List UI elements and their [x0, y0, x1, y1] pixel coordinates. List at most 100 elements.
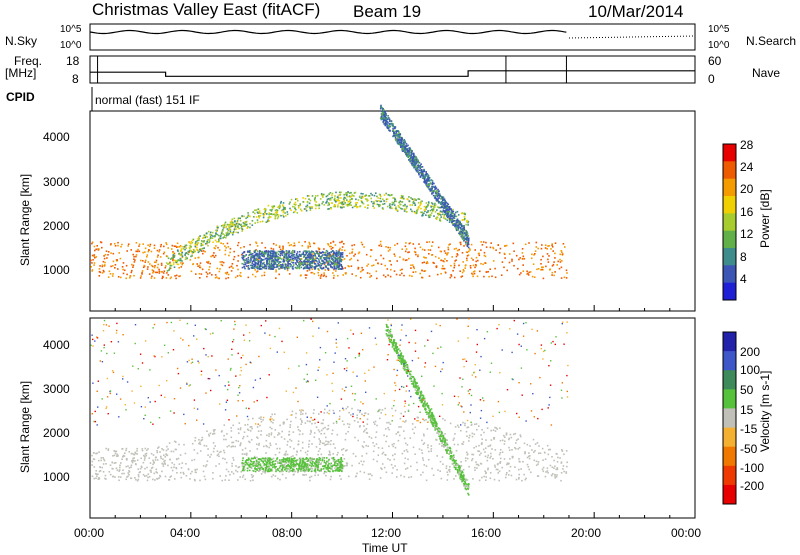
power-point: [222, 229, 224, 231]
power-point: [275, 209, 277, 212]
velocity-point: [499, 449, 502, 451]
power-point: [215, 233, 217, 235]
power-point: [278, 207, 281, 210]
power-point: [389, 203, 391, 205]
power-point: [443, 215, 445, 217]
power-point: [261, 274, 263, 277]
velocity-point: [270, 433, 273, 436]
power-point: [234, 225, 237, 228]
power-point: [458, 232, 460, 235]
power-point: [123, 269, 126, 272]
velocity-point: [440, 430, 443, 433]
power-point: [267, 267, 270, 270]
power-point: [146, 268, 149, 270]
power-point: [393, 204, 396, 206]
velocity-point: [345, 462, 348, 464]
power-point: [443, 213, 446, 216]
power-point: [503, 266, 505, 269]
velocity-point: [524, 478, 527, 481]
velocity-point: [165, 453, 167, 455]
power-point: [166, 272, 168, 274]
xtick-0800: 08:00: [272, 526, 303, 540]
power-point: [271, 260, 273, 262]
power-point: [461, 271, 464, 274]
power-point: [150, 250, 153, 253]
power-point: [229, 224, 232, 226]
power-point: [225, 226, 227, 229]
power-point: [245, 254, 248, 256]
velocity-point: [172, 450, 175, 453]
power-point: [267, 258, 269, 260]
power-point: [189, 244, 191, 247]
velocity-point: [313, 436, 316, 438]
power-point: [457, 227, 460, 230]
power-point: [285, 257, 287, 260]
power-point: [370, 200, 373, 203]
power-point: [542, 277, 545, 280]
power-point: [272, 259, 274, 261]
power-point: [423, 270, 425, 272]
velocity-point: [150, 452, 153, 455]
velocity-point: [306, 420, 309, 422]
velocity-point: [292, 431, 295, 433]
power-point: [107, 254, 109, 256]
power-point: [511, 260, 513, 262]
velocity-point: [242, 435, 245, 438]
velocity-point: [150, 467, 153, 469]
velocity-point: [411, 423, 414, 425]
power-point: [198, 264, 201, 267]
velocity-point: [492, 458, 494, 460]
power-point: [427, 185, 430, 188]
power-point: [327, 269, 330, 271]
power-point: [272, 206, 274, 209]
power-point: [431, 189, 433, 191]
power-point: [292, 205, 294, 208]
power-point: [236, 264, 238, 267]
power-point: [277, 206, 279, 208]
power-point: [462, 261, 464, 263]
power-point: [98, 275, 101, 277]
velocity-point: [105, 447, 107, 450]
power-point: [436, 190, 438, 192]
power-point: [158, 250, 160, 253]
power-point: [378, 193, 381, 196]
power-point: [351, 251, 354, 253]
power-point: [309, 257, 311, 259]
power-point: [222, 224, 224, 227]
velocity-point: [258, 442, 260, 445]
power-point: [483, 251, 486, 254]
power-point: [339, 247, 341, 250]
velocity-point: [402, 359, 405, 361]
power-point: [470, 243, 473, 246]
power-point: [214, 277, 217, 279]
power-point: [333, 268, 335, 271]
velocity-point: [282, 470, 284, 473]
power-point: [207, 262, 209, 264]
power-point: [452, 208, 454, 211]
power-point: [190, 270, 193, 273]
velocity-point: [150, 469, 152, 472]
power-point: [414, 160, 416, 163]
power-point: [384, 276, 387, 278]
power-point: [350, 257, 353, 260]
power-point: [384, 124, 387, 127]
velocity-point: [289, 446, 292, 448]
power-point: [315, 204, 317, 207]
power-point: [356, 206, 358, 209]
power-point: [385, 198, 388, 201]
velocity-point: [111, 461, 114, 464]
velocity-point: [128, 470, 130, 472]
power-point: [299, 250, 301, 253]
velocity-point: [249, 430, 252, 432]
power-point: [285, 254, 288, 256]
power-point: [192, 263, 194, 266]
power-point: [357, 268, 359, 270]
power-point: [91, 242, 93, 245]
power-point: [388, 126, 391, 128]
power-point: [153, 266, 156, 269]
power-point: [175, 261, 177, 264]
power-point: [465, 238, 467, 241]
power-point: [448, 208, 451, 210]
power-point: [408, 147, 410, 150]
velocity-point: [318, 438, 320, 440]
